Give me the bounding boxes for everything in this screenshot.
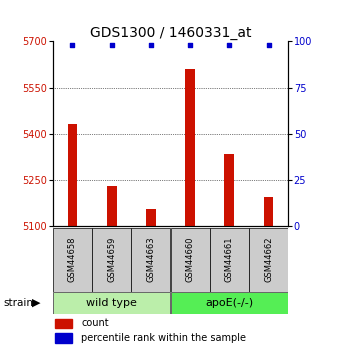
Point xyxy=(226,42,232,48)
Bar xyxy=(249,228,288,292)
Text: wild type: wild type xyxy=(86,298,137,308)
Bar xyxy=(185,69,195,226)
Text: GSM44663: GSM44663 xyxy=(146,237,155,283)
Text: percentile rank within the sample: percentile rank within the sample xyxy=(81,333,246,343)
Text: GSM44658: GSM44658 xyxy=(68,237,77,282)
Text: GSM44661: GSM44661 xyxy=(225,237,234,282)
Text: GSM44659: GSM44659 xyxy=(107,237,116,282)
Text: GSM44662: GSM44662 xyxy=(264,237,273,282)
Bar xyxy=(53,292,170,314)
Point xyxy=(187,42,193,48)
Text: ▶: ▶ xyxy=(32,298,41,308)
Bar xyxy=(92,228,131,292)
Text: apoE(-/-): apoE(-/-) xyxy=(205,298,253,308)
Title: GDS1300 / 1460331_at: GDS1300 / 1460331_at xyxy=(90,26,251,40)
Point xyxy=(148,42,153,48)
Bar xyxy=(107,186,117,226)
Point xyxy=(70,42,75,48)
Bar xyxy=(146,209,156,226)
Bar xyxy=(170,292,288,314)
Bar xyxy=(53,228,92,292)
Bar xyxy=(55,333,72,343)
Bar xyxy=(210,228,249,292)
Bar xyxy=(264,197,273,226)
Point xyxy=(109,42,114,48)
Bar xyxy=(170,228,210,292)
Bar xyxy=(68,125,77,226)
Text: GSM44660: GSM44660 xyxy=(186,237,195,282)
Text: count: count xyxy=(81,318,109,328)
Point xyxy=(266,42,271,48)
Bar xyxy=(131,228,170,292)
Bar xyxy=(55,319,72,328)
Bar xyxy=(224,154,234,226)
Text: strain: strain xyxy=(3,298,33,308)
